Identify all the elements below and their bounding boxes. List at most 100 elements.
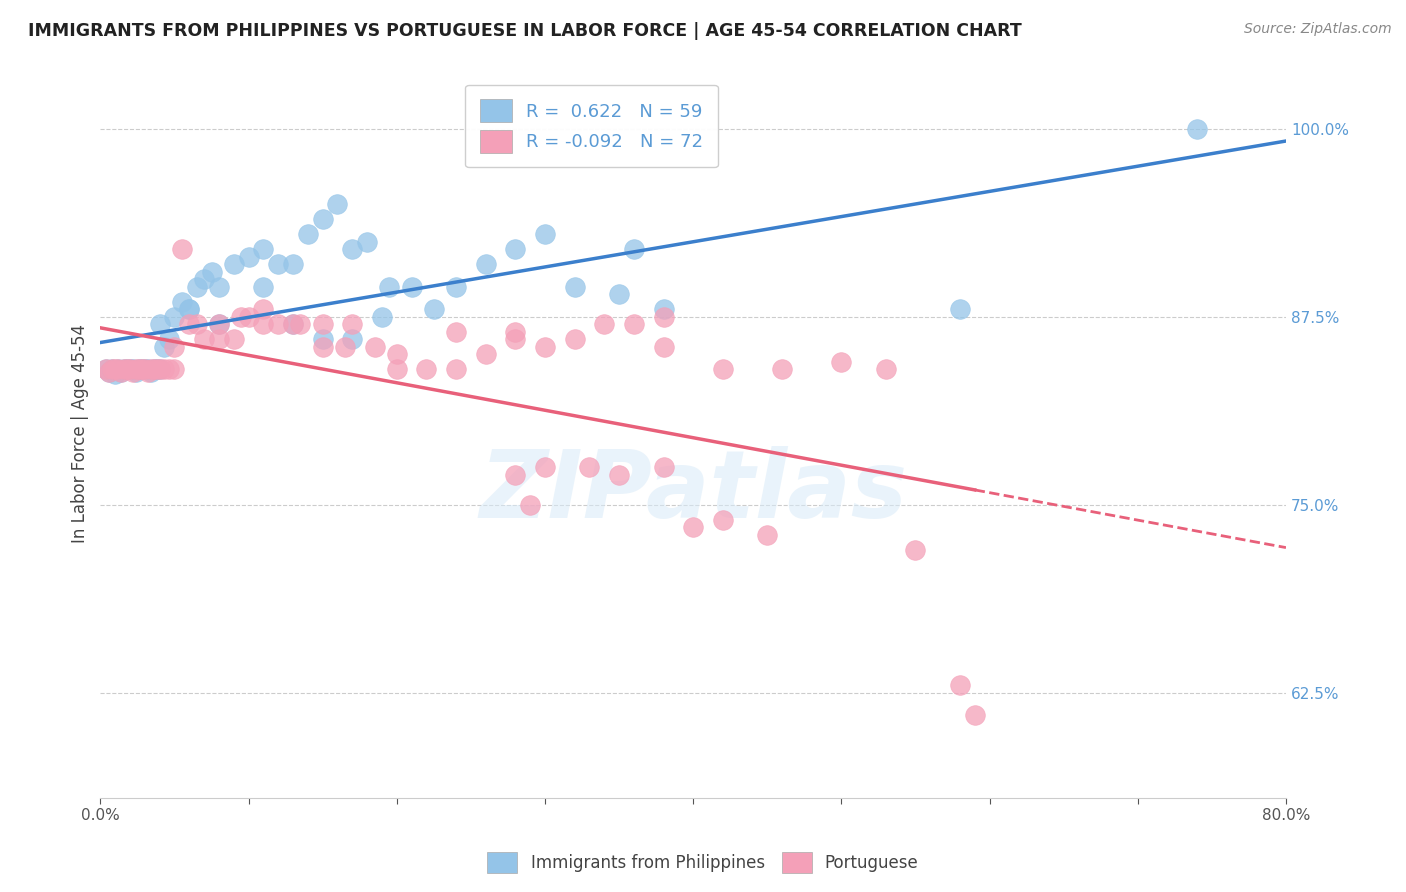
Point bbox=[112, 362, 135, 376]
Point bbox=[238, 310, 260, 324]
Point bbox=[125, 365, 148, 379]
Point bbox=[208, 317, 231, 331]
Point bbox=[193, 272, 215, 286]
Point bbox=[98, 365, 121, 379]
Point bbox=[96, 362, 118, 376]
Point bbox=[311, 317, 333, 331]
Point bbox=[342, 242, 364, 256]
Point bbox=[125, 362, 148, 376]
Point bbox=[311, 340, 333, 354]
Point bbox=[179, 302, 201, 317]
Point bbox=[98, 365, 121, 379]
Point bbox=[267, 257, 290, 271]
Point bbox=[281, 257, 304, 271]
Point bbox=[652, 310, 675, 324]
Point bbox=[623, 242, 645, 256]
Point bbox=[118, 362, 141, 376]
Point bbox=[145, 362, 167, 376]
Text: IMMIGRANTS FROM PHILIPPINES VS PORTUGUESE IN LABOR FORCE | AGE 45-54 CORRELATION: IMMIGRANTS FROM PHILIPPINES VS PORTUGUES… bbox=[28, 22, 1022, 40]
Point bbox=[170, 294, 193, 309]
Point bbox=[371, 310, 394, 324]
Point bbox=[564, 332, 586, 346]
Point bbox=[505, 325, 527, 339]
Point bbox=[401, 279, 423, 293]
Point bbox=[107, 362, 129, 376]
Point bbox=[385, 347, 408, 361]
Point bbox=[756, 528, 779, 542]
Point bbox=[474, 347, 496, 361]
Point bbox=[157, 362, 180, 376]
Point bbox=[101, 362, 124, 376]
Point bbox=[252, 279, 274, 293]
Text: Source: ZipAtlas.com: Source: ZipAtlas.com bbox=[1244, 22, 1392, 37]
Point bbox=[238, 250, 260, 264]
Point bbox=[115, 362, 138, 376]
Point bbox=[136, 365, 159, 379]
Point bbox=[652, 460, 675, 475]
Point bbox=[118, 362, 141, 376]
Point bbox=[326, 197, 349, 211]
Point bbox=[1185, 121, 1208, 136]
Point bbox=[149, 317, 172, 331]
Point bbox=[200, 264, 222, 278]
Point bbox=[157, 332, 180, 346]
Point bbox=[208, 317, 231, 331]
Point bbox=[222, 257, 245, 271]
Point bbox=[112, 362, 135, 376]
Point bbox=[231, 310, 253, 324]
Point bbox=[179, 302, 201, 317]
Point bbox=[356, 235, 378, 249]
Point bbox=[163, 362, 186, 376]
Point bbox=[415, 362, 437, 376]
Point bbox=[534, 227, 557, 241]
Point bbox=[564, 279, 586, 293]
Point bbox=[267, 317, 290, 331]
Point bbox=[623, 317, 645, 331]
Point bbox=[139, 362, 162, 376]
Point bbox=[363, 340, 385, 354]
Point bbox=[505, 467, 527, 482]
Point bbox=[830, 355, 852, 369]
Point bbox=[652, 340, 675, 354]
Point bbox=[96, 362, 118, 376]
Point bbox=[186, 317, 208, 331]
Point bbox=[131, 362, 153, 376]
Point bbox=[505, 242, 527, 256]
Point bbox=[142, 362, 165, 376]
Point bbox=[193, 332, 215, 346]
Point bbox=[170, 242, 193, 256]
Point bbox=[222, 332, 245, 346]
Point bbox=[186, 279, 208, 293]
Point bbox=[122, 362, 145, 376]
Point bbox=[281, 317, 304, 331]
Point bbox=[311, 211, 333, 226]
Point bbox=[505, 332, 527, 346]
Point bbox=[142, 362, 165, 376]
Point bbox=[444, 362, 467, 376]
Y-axis label: In Labor Force | Age 45-54: In Labor Force | Age 45-54 bbox=[72, 324, 89, 543]
Point bbox=[474, 257, 496, 271]
Point bbox=[163, 310, 186, 324]
Point bbox=[963, 708, 986, 723]
Point bbox=[110, 365, 132, 379]
Point bbox=[875, 362, 897, 376]
Point bbox=[711, 362, 734, 376]
Point bbox=[252, 242, 274, 256]
Point bbox=[122, 365, 145, 379]
Point bbox=[607, 287, 630, 301]
Point bbox=[128, 362, 150, 376]
Point bbox=[128, 362, 150, 376]
Point bbox=[107, 362, 129, 376]
Point bbox=[904, 542, 927, 557]
Legend: R =  0.622   N = 59, R = -0.092   N = 72: R = 0.622 N = 59, R = -0.092 N = 72 bbox=[465, 85, 718, 168]
Point bbox=[297, 227, 319, 241]
Point bbox=[770, 362, 793, 376]
Point bbox=[578, 460, 600, 475]
Point bbox=[115, 362, 138, 376]
Point bbox=[519, 498, 541, 512]
Text: ZIPatlas: ZIPatlas bbox=[479, 446, 907, 538]
Point bbox=[153, 340, 176, 354]
Point bbox=[711, 513, 734, 527]
Point bbox=[423, 302, 446, 317]
Point bbox=[281, 317, 304, 331]
